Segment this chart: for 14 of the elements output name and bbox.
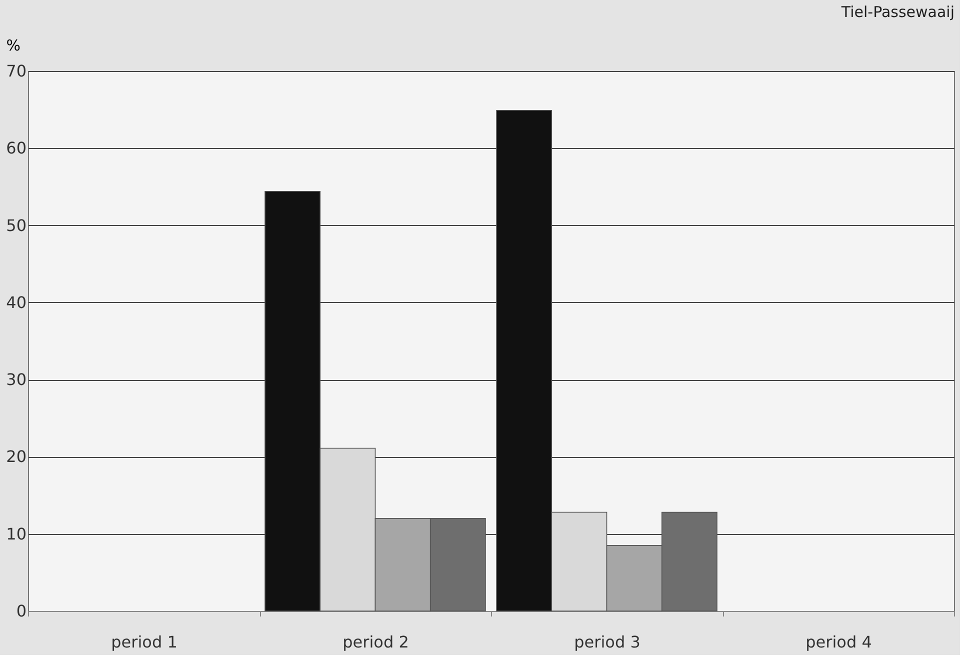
y-tick-label: 40 xyxy=(6,292,26,312)
y-tick-label: 20 xyxy=(6,447,26,466)
y-tick-label: 10 xyxy=(6,524,26,544)
y-tick-label: 60 xyxy=(6,138,26,158)
y-tick-label: 0 xyxy=(16,602,26,620)
y-tick-label: 30 xyxy=(6,370,26,390)
chart-title: Tiel-Passewaaij xyxy=(840,3,954,21)
x-tick-label: period 3 xyxy=(574,632,640,652)
x-tick-label: period 4 xyxy=(806,632,872,652)
y-tick-label: 70 xyxy=(6,62,26,80)
x-tick-label: period 1 xyxy=(111,632,178,652)
x-tick-label: period 2 xyxy=(342,632,409,652)
y-axis-title: % xyxy=(6,36,20,54)
y-tick-label: 50 xyxy=(6,216,26,235)
